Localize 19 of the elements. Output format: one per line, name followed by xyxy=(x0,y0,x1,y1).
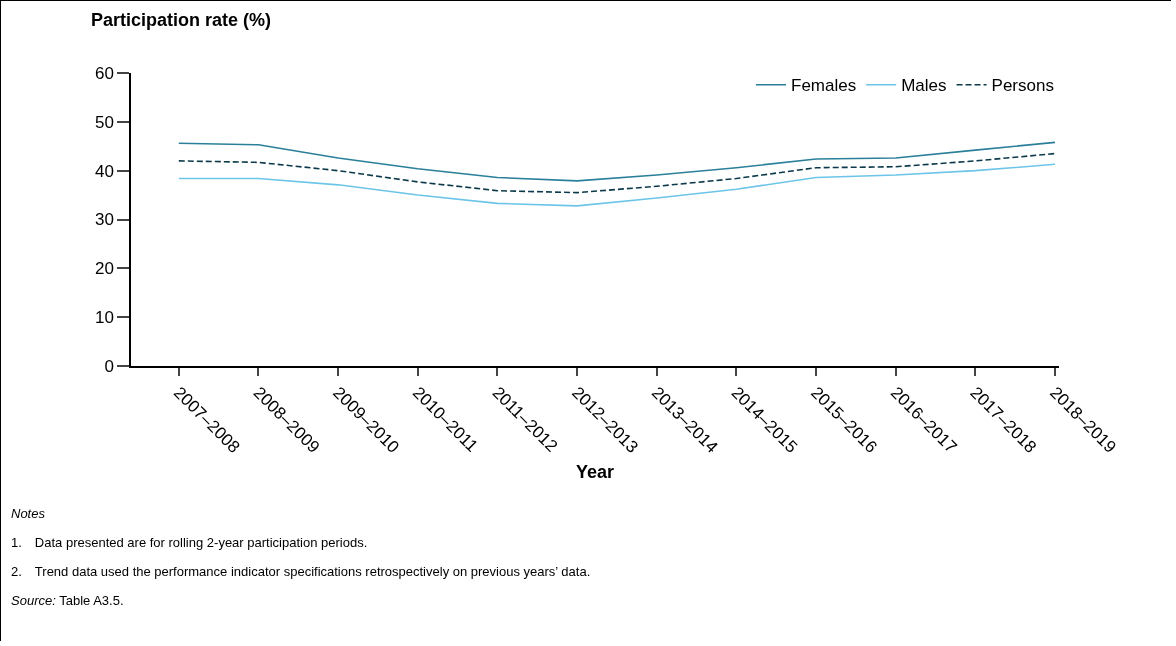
source-note: Source: Table A3.5. xyxy=(11,593,125,608)
text: 1. Data presented are for rolling 2-year participation periods. xyxy=(11,535,369,550)
legend-label: Males xyxy=(901,76,947,96)
text: Notes xyxy=(11,506,45,521)
y-axis-title: Participation rate (%) xyxy=(91,10,272,30)
y-tick-label: 50 xyxy=(94,112,114,132)
y-tick-label: 0 xyxy=(104,356,114,376)
y-tick-label: 30 xyxy=(94,210,114,230)
legend-label: Females xyxy=(791,76,857,96)
line-series xyxy=(177,163,1056,207)
line-series xyxy=(177,152,1056,194)
x-axis-title: Year xyxy=(575,462,615,483)
y-tick-label: 20 xyxy=(94,259,114,279)
y-tick-label: 60 xyxy=(94,63,114,83)
text: 2. Trend data used the performance indicator specifications retrospectively on previous years’ data. xyxy=(11,564,592,579)
legend-label: Persons xyxy=(991,76,1054,96)
line-series xyxy=(177,141,1056,182)
y-tick-label: 10 xyxy=(94,308,114,328)
y-tick-label: 40 xyxy=(94,161,114,181)
